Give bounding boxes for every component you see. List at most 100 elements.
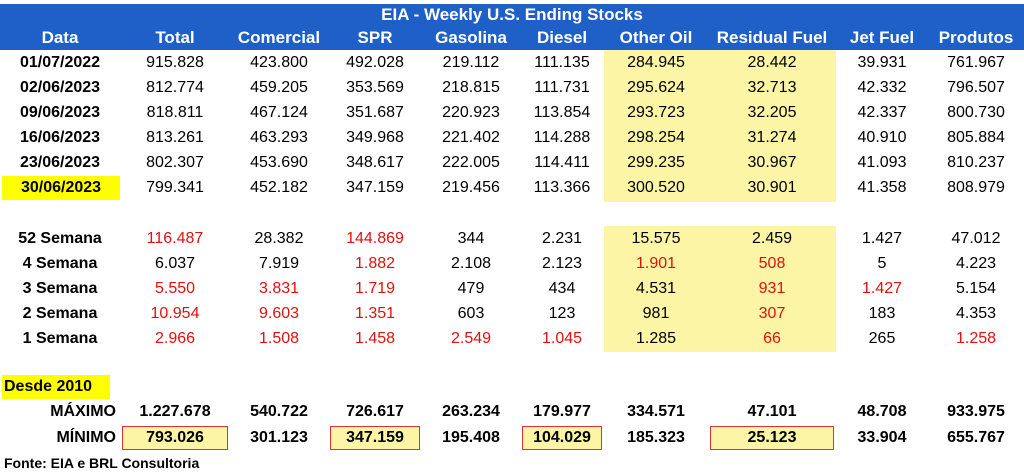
min-cell: 301.123 [250,429,308,446]
table-cell: 300.520 [627,179,685,196]
max-cell: 933.975 [947,403,1005,420]
table-cell: 42.337 [857,104,907,121]
row-min: MÍNIMO [56,429,116,446]
column-header: Gasolina [435,28,507,47]
table-cell: 111.731 [534,79,590,96]
change-cell: 3.831 [258,280,300,297]
highlight-other-oil-top [604,50,708,202]
column-header: Total [155,28,195,47]
change-cell: 66 [763,330,781,347]
table-cell: 348.617 [346,154,404,171]
min-cell: 655.767 [947,429,1005,446]
table-cell: 802.307 [146,154,204,171]
table-cell: 113.854 [533,104,591,121]
table-cell: 41.093 [857,154,907,171]
table-cell: 813.261 [146,129,204,146]
change-cell: 1.045 [541,330,583,347]
change-cell: 1.351 [354,305,396,322]
change-cell: 2.966 [154,330,196,347]
table-cell: 299.235 [627,154,685,171]
table-cell: 812.774 [146,79,204,96]
change-cell: 7.919 [258,255,300,272]
table-cell: 347.159 [346,179,404,196]
table-cell: 453.690 [250,154,308,171]
table-cell: 459.205 [250,79,308,96]
highlight-residual-mid [708,226,836,352]
table-cell: 220.923 [442,104,500,121]
row-max: MÁXIMO [50,403,116,420]
column-header: Diesel [536,28,588,47]
change-cell: 4.223 [955,255,997,272]
table-cell: 349.968 [346,129,404,146]
row-date: 02/06/2023 [19,79,101,96]
table-cell: 293.723 [627,104,685,121]
table-cell: 40.910 [857,129,907,146]
max-cell: 48.708 [857,403,907,420]
table-cell: 39.931 [857,54,907,71]
table-cell: 351.687 [346,104,404,121]
table-cell: 111.135 [534,54,590,71]
change-cell: 6.037 [154,255,196,272]
table-cell: 810.237 [947,154,1005,171]
change-cell: 2.231 [541,230,583,247]
table-cell: 423.800 [250,54,308,71]
column-header: Produtos [938,28,1014,47]
table-cell: 222.005 [442,154,500,171]
table-cell: 463.293 [250,129,308,146]
change-cell: 603 [457,305,485,322]
max-cell: 1.227.678 [139,403,211,420]
table-cell: 41.358 [857,179,907,196]
table-cell: 353.569 [346,79,404,96]
row-period: 1 Semana [22,330,98,347]
table-cell: 114.411 [534,154,590,171]
change-cell: 15.575 [631,230,681,247]
highlight-other-oil-mid [604,226,708,352]
min-cell: 195.408 [442,429,500,446]
table-cell: 218.815 [442,79,500,96]
row-period: 4 Semana [22,255,98,272]
highlight-residual-top [708,50,836,202]
change-cell: 1.719 [354,280,396,297]
change-cell: 1.508 [258,330,300,347]
change-cell: 981 [642,305,670,322]
row-date: 16/06/2023 [19,129,101,146]
change-cell: 2.123 [541,255,583,272]
table-cell: 28.442 [747,54,797,71]
table-cell: 295.624 [627,79,685,96]
table-cell: 32.713 [747,79,797,96]
column-header: Other Oil [619,28,693,47]
max-cell: 179.977 [533,403,591,420]
change-cell: 4.531 [635,280,677,297]
max-cell: 47.101 [747,403,797,420]
change-cell: 5.154 [955,280,997,297]
change-cell: 1.285 [635,330,677,347]
row-date: 01/07/2022 [19,54,101,71]
table-cell: 808.979 [947,179,1005,196]
column-header: Comercial [237,28,321,47]
row-period: 2 Semana [22,305,98,322]
change-cell: 10.954 [150,305,200,322]
change-cell: 123 [548,305,576,322]
change-cell: 47.012 [951,230,1001,247]
change-cell: 307 [758,305,786,322]
change-cell: 116.487 [146,230,204,247]
row-period: 52 Semana [18,230,102,247]
change-cell: 479 [457,280,485,297]
change-cell: 5.550 [154,280,196,297]
table-cell: 31.274 [747,129,797,146]
min-cell: 104.029 [522,426,602,450]
min-cell: 33.904 [857,429,907,446]
table-cell: 467.124 [250,104,308,121]
table-cell: 818.811 [146,104,204,121]
change-cell: 5 [877,255,887,272]
column-header: Jet Fuel [849,28,915,47]
table-cell: 219.456 [442,179,500,196]
change-cell: 1.901 [635,255,677,272]
row-date: 23/06/2023 [19,154,101,171]
table-cell: 452.182 [250,179,308,196]
table-cell: 799.341 [146,179,204,196]
change-cell: 931 [758,280,786,297]
change-cell: 4.353 [955,305,997,322]
column-header: Residual Fuel [716,28,828,47]
